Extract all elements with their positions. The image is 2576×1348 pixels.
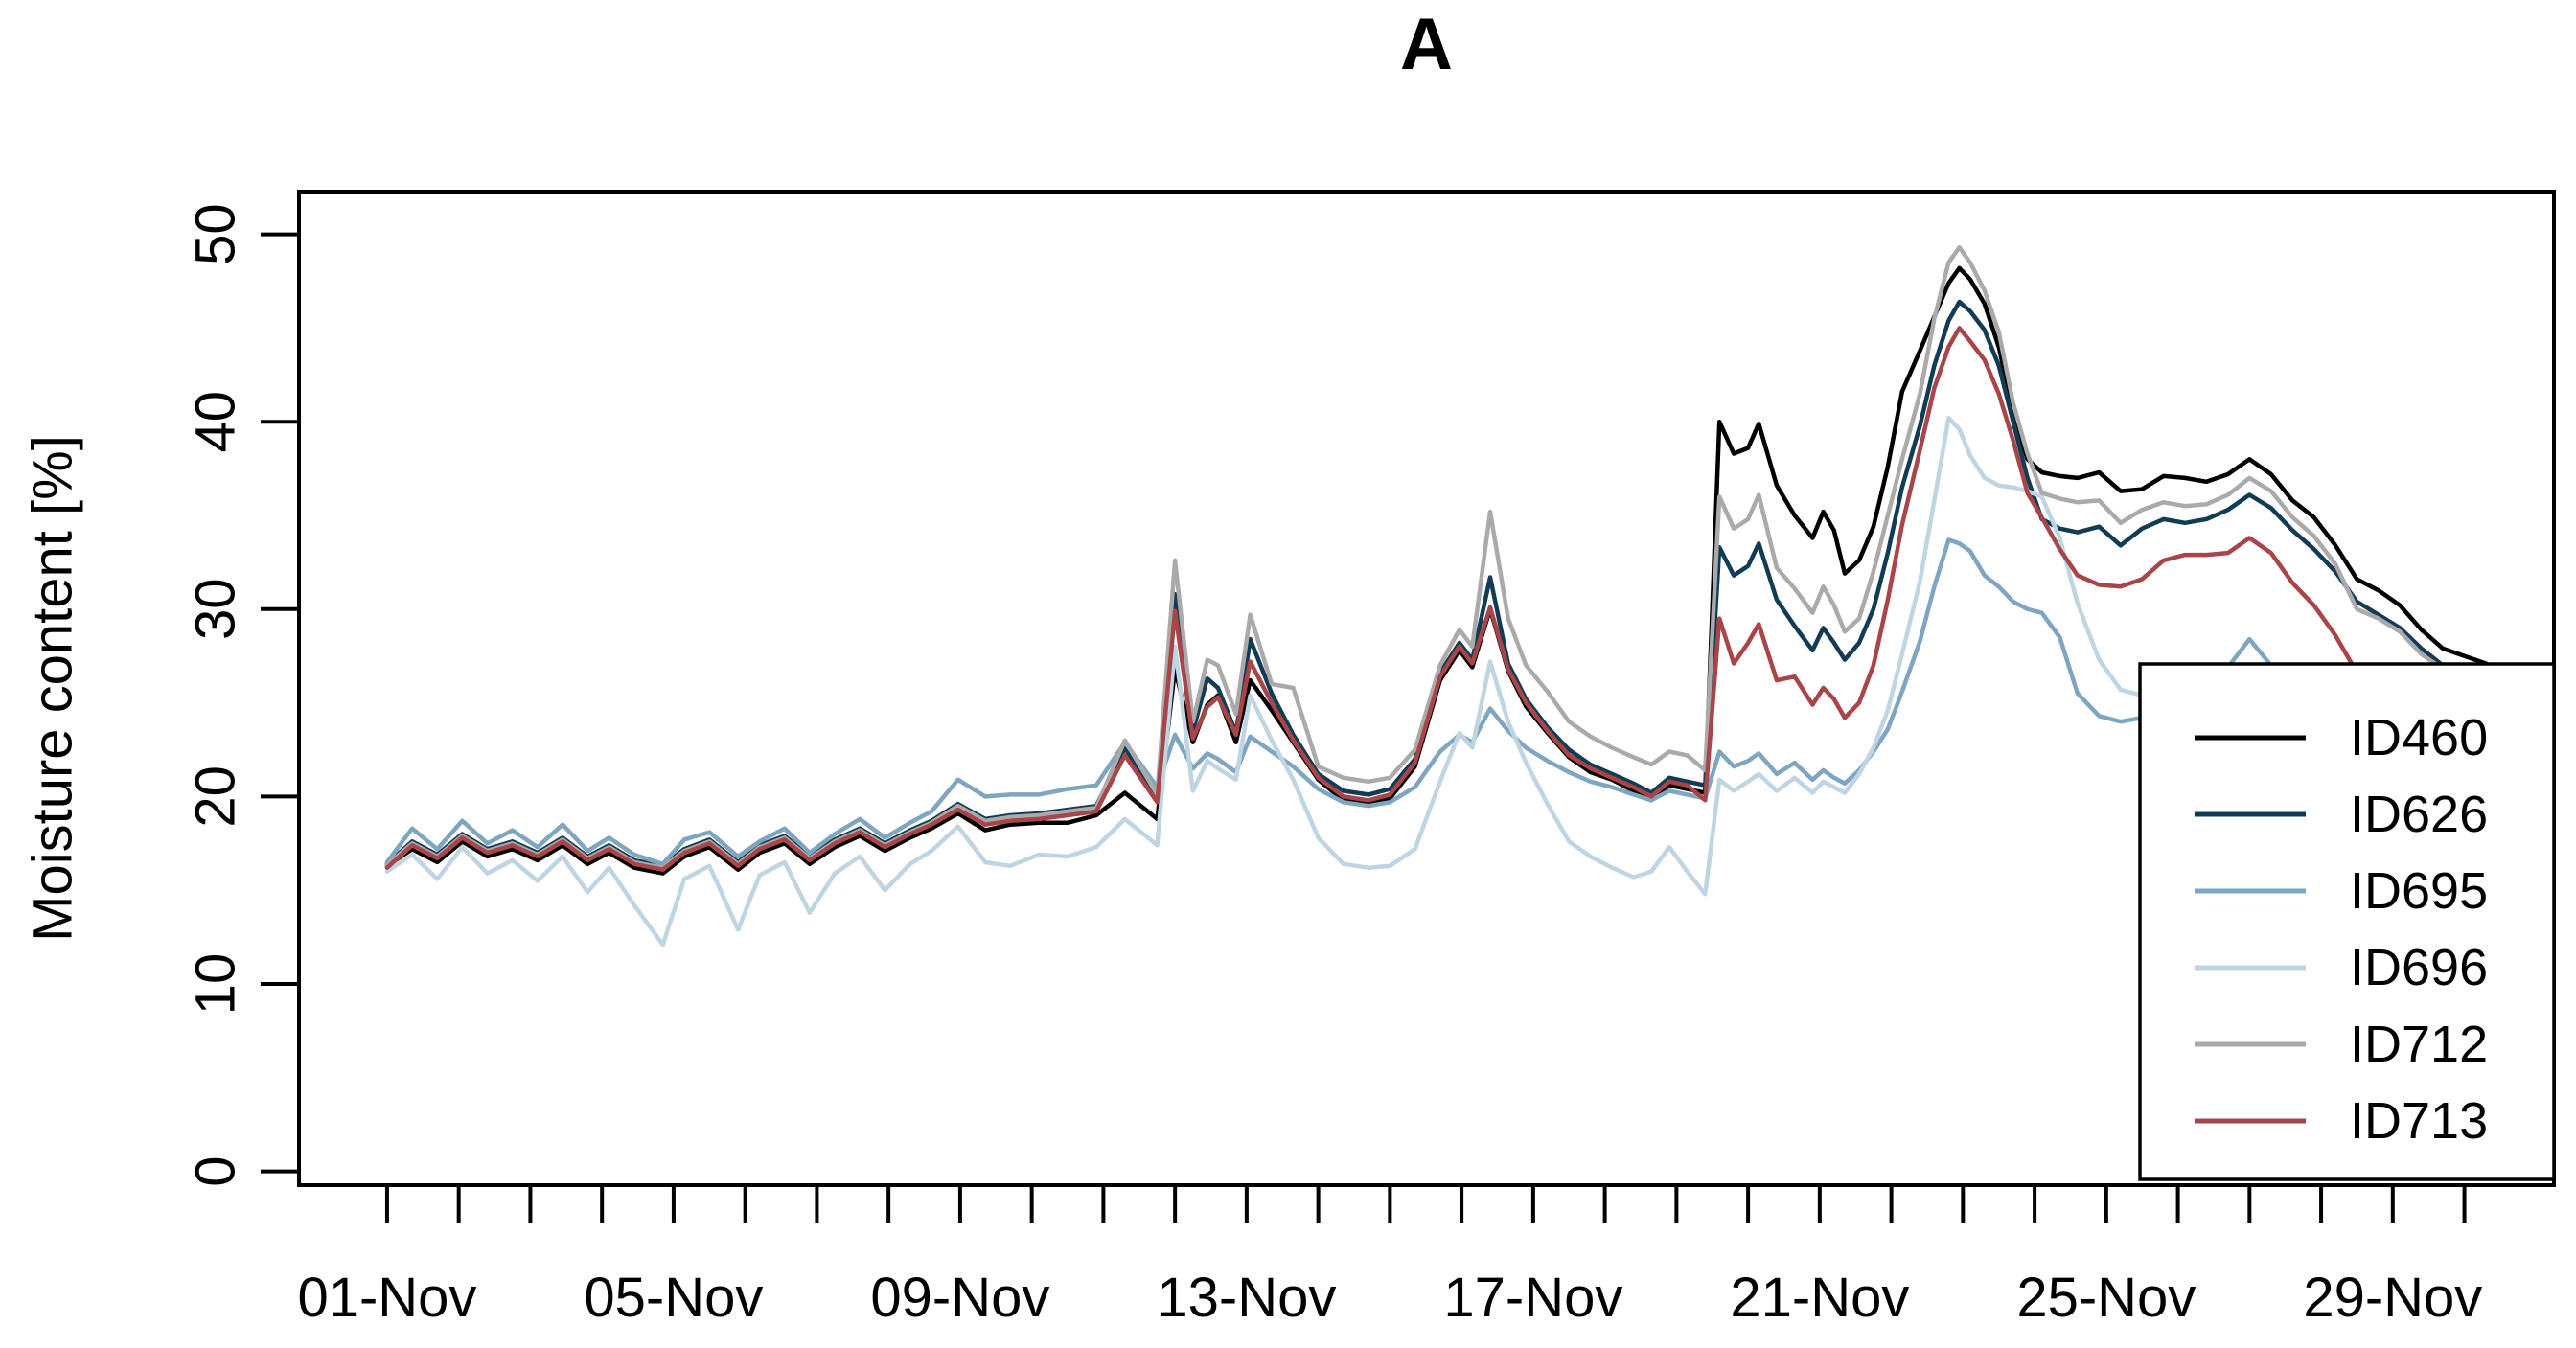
legend-label: ID712 — [2350, 1016, 2488, 1073]
y-tick-label: 0 — [185, 1155, 247, 1186]
x-tick-label: 05-Nov — [584, 1267, 763, 1329]
legend-item-ID626: ID626 — [2195, 786, 2488, 843]
y-tick-label: 10 — [185, 953, 247, 1016]
legend-label: ID695 — [2350, 862, 2488, 920]
y-tick-label: 40 — [185, 391, 247, 453]
x-tick-label: 09-Nov — [870, 1267, 1049, 1329]
x-tick-label: 29-Nov — [2303, 1267, 2482, 1329]
legend: ID460 ID626 ID695 ID696 ID712 ID713 — [2138, 662, 2556, 1181]
x-tick-label: 17-Nov — [1443, 1267, 1622, 1329]
chart-title: A — [1400, 4, 1453, 85]
y-axis-ticks: 0 10 20 30 40 50 — [185, 203, 299, 1187]
legend-item-ID695: ID695 — [2195, 862, 2488, 920]
legend-label: ID696 — [2350, 939, 2488, 996]
series-line-ID713 — [384, 326, 2532, 872]
legend-box — [2138, 662, 2556, 1181]
y-tick-label: 50 — [185, 203, 247, 265]
x-tick-label: 01-Nov — [297, 1267, 476, 1329]
series-line-ID460 — [384, 265, 2532, 876]
y-tick-label: 20 — [185, 765, 247, 828]
x-tick-label: 13-Nov — [1157, 1267, 1336, 1329]
legend-label: ID460 — [2350, 709, 2488, 766]
x-tick-label: 25-Nov — [2016, 1267, 2196, 1329]
legend-item-ID713: ID713 — [2195, 1092, 2488, 1150]
x-axis-labels: 01-Nov 05-Nov 09-Nov 13-Nov 17-Nov 21-Nov 25-N… — [297, 1267, 2482, 1329]
legend-label: ID713 — [2350, 1092, 2488, 1150]
x-tick-label: 21-Nov — [1730, 1267, 1909, 1329]
x-axis-ticks — [384, 1185, 2467, 1223]
y-tick-label: 30 — [185, 579, 247, 641]
legend-item-ID712: ID712 — [2195, 1016, 2488, 1073]
legend-label: ID626 — [2350, 786, 2488, 843]
legend-item-ID696: ID696 — [2195, 939, 2488, 996]
legend-item-ID460: ID460 — [2195, 709, 2488, 766]
y-axis-title: Moisture content [%] — [22, 435, 84, 942]
